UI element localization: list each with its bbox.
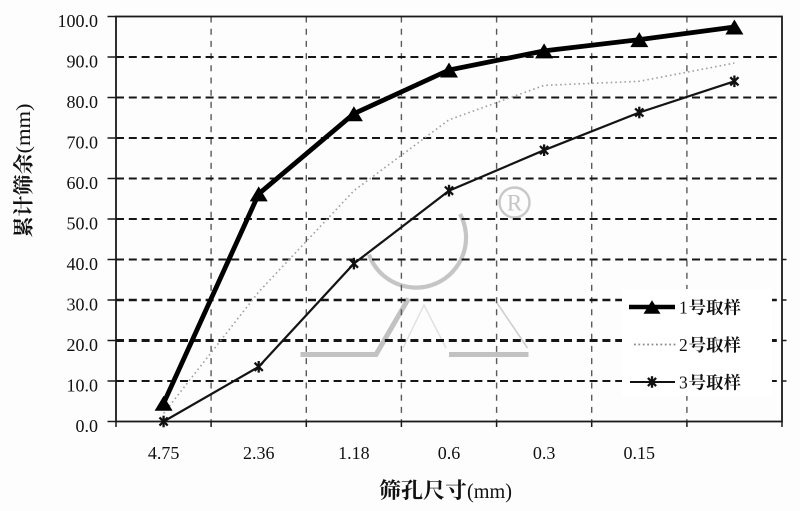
svg-text:50.0: 50.0 [67,213,99,233]
svg-text:90.0: 90.0 [67,51,99,71]
svg-text:100.0: 100.0 [58,11,99,31]
svg-text:30.0: 30.0 [67,294,99,314]
svg-text:70.0: 70.0 [67,132,99,152]
svg-text:(mm): (mm) [467,479,512,503]
svg-text:(mm): (mm) [13,104,35,154]
svg-text:40.0: 40.0 [67,254,99,274]
svg-text:2: 2 [679,335,688,355]
svg-text:60.0: 60.0 [67,173,99,193]
svg-text:0.3: 0.3 [533,443,556,463]
svg-text:0.0: 0.0 [76,416,99,436]
svg-text:0.6: 0.6 [438,443,461,463]
svg-text:10.0: 10.0 [67,375,99,395]
svg-text:0.15: 0.15 [624,443,656,463]
svg-text:80.0: 80.0 [67,92,99,112]
svg-text:4.75: 4.75 [148,443,180,463]
svg-text:1: 1 [679,298,688,318]
svg-text:2.36: 2.36 [243,443,275,463]
svg-text:20.0: 20.0 [67,335,99,355]
svg-text:R: R [507,190,523,215]
svg-text:1.18: 1.18 [338,443,370,463]
svg-text:3: 3 [679,373,688,393]
